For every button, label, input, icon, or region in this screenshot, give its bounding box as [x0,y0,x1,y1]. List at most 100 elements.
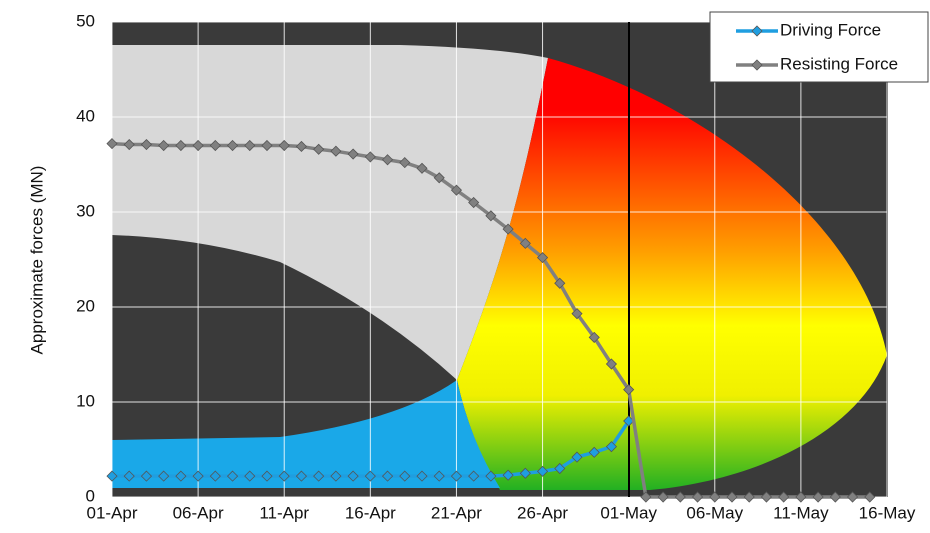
series-marker [623,384,635,396]
series-marker [261,139,273,152]
y-axis-label: Approximate forces (MN) [27,166,46,355]
series-marker [709,491,721,503]
series-marker [485,470,497,482]
x-tick-label: 21-Apr [431,503,482,522]
series-marker [450,184,463,196]
series-marker [364,470,376,482]
series-marker [226,470,239,482]
series-marker [416,470,428,482]
series-marker [605,358,618,370]
series-marker [278,470,290,482]
series-marker [192,139,204,152]
series-marker [209,139,221,152]
series-marker [330,470,342,482]
series-marker [571,451,583,463]
series-marker [295,140,308,153]
series-marker [519,237,531,249]
series-marker [226,139,239,152]
series-marker [295,470,308,482]
blue-zone [112,380,500,488]
series-marker [399,470,411,482]
y-tick-label: 20 [76,296,95,315]
series-marker [726,491,738,503]
y-tick-label: 10 [76,391,95,410]
series-marker [812,491,824,503]
series-marker [554,277,566,289]
series-marker [588,331,600,343]
series-marker [846,491,859,503]
warning-zone [457,58,887,490]
x-tick-label: 06-May [686,503,743,522]
series-marker [502,223,514,235]
series-marker [485,210,497,222]
series-marker [502,469,514,481]
series-marker [691,491,704,503]
series-marker [433,470,445,482]
x-tick-label: 16-Apr [345,503,396,522]
series-marker [123,138,135,151]
series-marker [450,470,463,482]
legend-box [709,11,929,83]
series-marker [175,139,187,152]
legend-label: Resisting Force [780,54,898,73]
series-marker [244,139,256,152]
legend: Driving Force Resisting Force [736,20,898,73]
x-tick-label: 11-May [773,503,829,522]
series-marker [760,491,773,503]
series-marker [864,491,876,503]
series-marker [416,162,428,174]
series-marker [468,470,480,482]
series-layer [106,138,876,503]
series-marker [347,148,359,160]
x-tick-label: 06-Apr [173,503,224,522]
series-marker [313,143,325,155]
series-marker [536,252,549,264]
y-tick-label: 50 [76,11,95,30]
series-marker [209,470,221,482]
series-marker [571,308,583,320]
x-tick-label: 16-May [859,503,916,522]
series-marker [433,172,445,184]
y-tick-label: 0 [86,486,95,505]
series-marker [140,470,153,482]
series-marker [605,441,618,453]
series-marker [158,470,170,482]
series-marker [330,145,342,157]
y-tick-label: 30 [76,201,95,220]
legend-marker [751,25,763,37]
series-marker [381,154,394,166]
y-tick-label: 40 [76,106,95,125]
series-marker [674,491,686,503]
series-marker [140,138,153,151]
series-marker [244,470,256,482]
x-tick-label: 01-May [600,503,657,522]
series-marker [519,467,531,479]
series-marker [261,470,273,482]
series-marker [468,196,480,209]
series-marker [106,470,118,482]
x-tick-label: 11-Apr [259,503,309,522]
series-marker [278,139,290,152]
series-marker [192,470,204,482]
series-marker [554,462,566,475]
series-marker [158,139,170,152]
series-marker [364,151,376,163]
series-marker [778,491,790,503]
x-tick-label: 26-Apr [517,503,568,522]
series-marker [640,491,652,503]
series-marker [347,470,359,482]
series-marker [106,138,118,150]
legend-marker [751,59,763,71]
series-marker [123,470,135,482]
series-marker [743,491,755,503]
series-marker [795,491,807,503]
x-tick-label: 01-Apr [86,503,137,522]
series-marker [536,465,549,477]
series-marker [588,446,600,458]
legend-label: Driving Force [780,20,881,39]
series-marker [657,491,669,503]
series-marker [313,470,325,482]
series-marker [175,470,187,482]
